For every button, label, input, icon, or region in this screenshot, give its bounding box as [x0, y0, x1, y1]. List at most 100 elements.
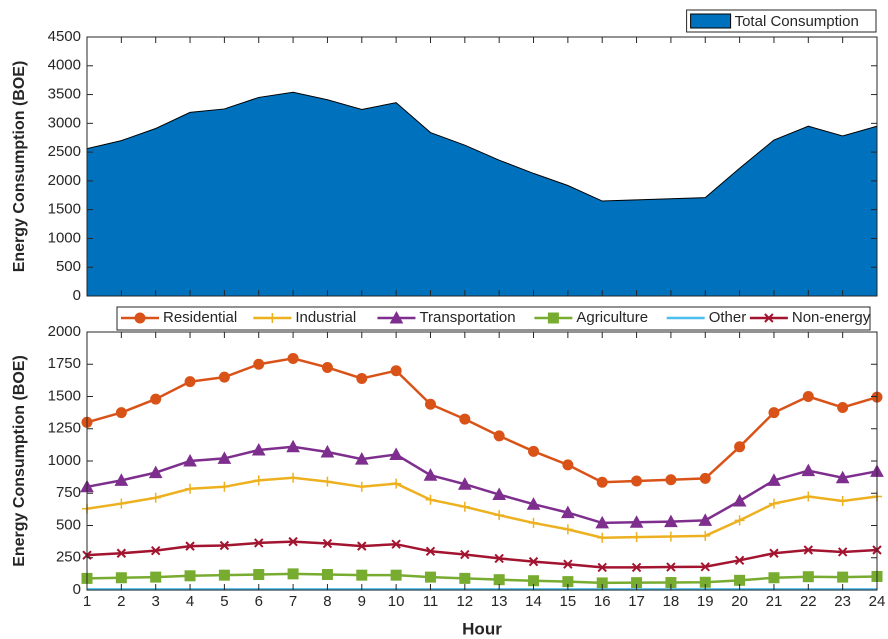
marker [732, 493, 747, 507]
marker [389, 447, 403, 461]
x-axis-label: Hour [462, 619, 502, 638]
x-tick-label: 15 [560, 593, 577, 610]
marker [148, 465, 163, 479]
marker [459, 413, 471, 425]
marker [253, 475, 264, 486]
legend-label: Transportation [419, 309, 515, 326]
y-tick-label: 0 [73, 287, 81, 304]
marker [115, 407, 127, 419]
marker [597, 562, 607, 573]
marker [116, 548, 127, 558]
legend-swatch [690, 13, 732, 29]
marker [219, 540, 230, 551]
marker [183, 453, 197, 467]
marker [218, 569, 230, 581]
marker [595, 515, 610, 529]
marker [287, 352, 299, 364]
marker [459, 572, 471, 584]
line [86, 357, 878, 484]
marker [562, 459, 574, 471]
marker [320, 444, 335, 458]
marker [150, 571, 162, 583]
marker [769, 548, 779, 558]
x-tick-label: 8 [323, 593, 331, 610]
y-tick-label: 4500 [48, 28, 81, 45]
y-tick-label: 1500 [48, 387, 81, 404]
marker [562, 524, 573, 535]
y-tick-label: 250 [56, 549, 81, 566]
y-tick-label: 500 [56, 258, 81, 275]
x-tick-label: 4 [186, 593, 194, 610]
marker [629, 515, 644, 528]
marker [457, 477, 472, 490]
legend-marker [267, 313, 278, 323]
marker [150, 545, 161, 556]
marker [698, 513, 713, 526]
area [86, 91, 878, 297]
legend-marker [134, 312, 146, 324]
marker [563, 559, 573, 569]
x-tick-label: 14 [525, 593, 542, 610]
x-tick-label: 13 [491, 593, 508, 610]
y-tick-label: 1500 [48, 201, 81, 218]
marker [664, 514, 678, 528]
x-tick-label: 22 [800, 593, 817, 610]
marker [286, 439, 300, 453]
y-tick-label: 1000 [48, 229, 81, 246]
marker [423, 468, 438, 481]
y-tick-label: 500 [56, 516, 81, 533]
marker [150, 492, 161, 503]
marker [837, 547, 848, 557]
marker [459, 501, 470, 512]
y-axis-label: Energy Consumption (BOE) [11, 355, 28, 567]
marker [734, 515, 745, 526]
marker [734, 555, 745, 566]
marker [321, 361, 333, 373]
x-tick-label: 12 [456, 593, 473, 610]
marker [835, 470, 850, 484]
legend-label: Total Consumption [735, 13, 859, 30]
legend-marker [764, 313, 774, 323]
legend: Total Consumption [686, 9, 877, 33]
marker [390, 569, 402, 581]
axes-box [86, 36, 878, 297]
marker [114, 473, 129, 486]
x-tick-label: 7 [289, 593, 297, 610]
marker [460, 549, 470, 560]
legend-marker [547, 312, 559, 324]
marker [666, 562, 676, 572]
marker [219, 481, 230, 492]
x-tick-label: 10 [388, 593, 405, 610]
marker [802, 391, 814, 402]
marker [665, 474, 677, 486]
marker [528, 517, 539, 528]
x-tick-label: 2 [117, 593, 125, 610]
marker [185, 541, 195, 551]
x-tick-label: 24 [869, 593, 886, 610]
marker [150, 393, 162, 405]
x-tick-label: 1 [83, 593, 91, 610]
y-tick-label: 0 [73, 581, 81, 598]
marker [561, 505, 575, 519]
marker [391, 539, 401, 549]
marker [526, 497, 541, 510]
marker [254, 538, 264, 548]
marker [356, 372, 368, 384]
x-tick-label: 5 [220, 593, 228, 610]
y-tick-label: 1750 [48, 355, 81, 372]
x-tick-label: 9 [358, 593, 366, 610]
marker [803, 545, 814, 555]
x-tick-label: 19 [697, 593, 714, 610]
marker [184, 376, 196, 388]
marker [768, 498, 779, 509]
marker [631, 562, 642, 573]
y-tick-label: 1000 [48, 452, 81, 469]
marker [184, 570, 196, 582]
marker [597, 532, 608, 543]
x-tick-label: 6 [255, 593, 263, 610]
marker [322, 476, 333, 487]
x-tick-label: 11 [423, 593, 439, 610]
marker [492, 487, 507, 501]
legend-box [116, 306, 871, 331]
marker [631, 475, 643, 487]
